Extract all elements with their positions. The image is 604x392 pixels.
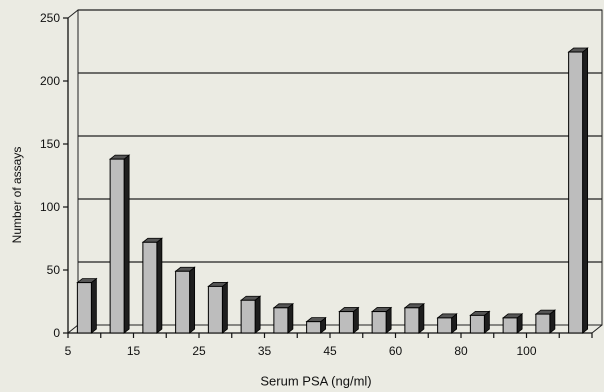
y-axis-label: Number of assays	[10, 146, 24, 244]
bar	[240, 299, 256, 334]
bar	[207, 285, 223, 334]
bar-side	[156, 237, 163, 334]
bar-side	[221, 281, 228, 334]
x-axis-label: Serum PSA (ng/ml)	[260, 373, 372, 389]
x-tick-label: 45	[323, 344, 337, 358]
bar	[338, 311, 354, 334]
bar	[404, 307, 420, 334]
bar	[306, 321, 322, 334]
bar	[535, 313, 551, 334]
y-tick-label: 100	[40, 200, 60, 214]
wall-edge	[591, 324, 603, 334]
x-tick-label: 15	[127, 344, 141, 358]
bar	[568, 51, 584, 334]
bar	[437, 317, 453, 334]
y-tick-label: 50	[47, 263, 61, 277]
bar	[371, 311, 387, 334]
x-tick-label: 25	[192, 344, 206, 358]
bar	[142, 241, 158, 334]
bar-side	[254, 295, 261, 334]
x-tick-label: 35	[258, 344, 272, 358]
y-tick-label: 0	[53, 326, 60, 340]
x-tick-label: 60	[389, 344, 403, 358]
bar-side	[582, 47, 589, 334]
bar-side	[189, 266, 196, 334]
x-tick-label: 80	[454, 344, 468, 358]
bar	[469, 314, 485, 334]
y-tick-label: 200	[40, 74, 60, 88]
bar	[502, 317, 518, 334]
wall-edge	[67, 324, 79, 334]
bar	[175, 270, 191, 334]
bar	[109, 158, 125, 334]
x-tick-label: 100	[516, 344, 536, 358]
y-tick-label: 150	[40, 137, 60, 151]
bar	[273, 307, 289, 334]
bar-side	[287, 302, 294, 334]
bar-side	[418, 302, 425, 334]
bar-side	[123, 154, 130, 334]
bar-side	[90, 277, 97, 334]
bar	[76, 282, 92, 334]
wall-edge	[67, 9, 79, 19]
y-tick-label: 250	[40, 11, 60, 25]
x-tick-label: 5	[65, 344, 72, 358]
